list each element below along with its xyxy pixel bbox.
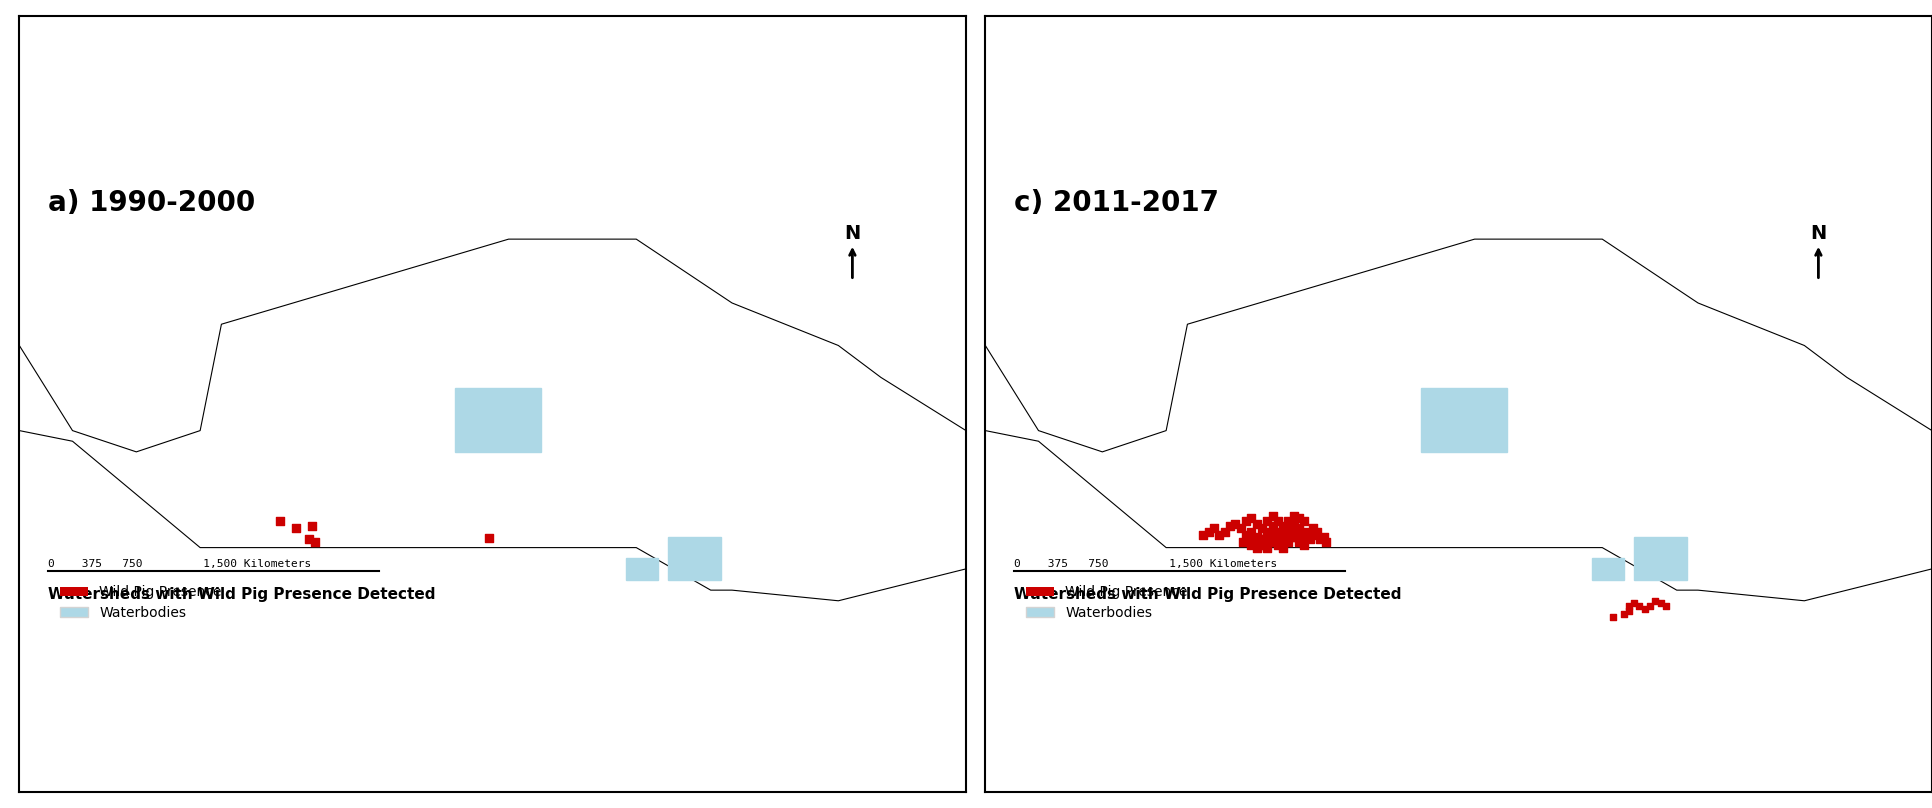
Point [1607,607,1638,620]
Legend: Wild Pig Presence, Waterbodies: Wild Pig Presence, Waterbodies [54,579,228,625]
Text: 0    375   750         1,500 Kilometers: 0 375 750 1,500 Kilometers [48,558,311,569]
Point [265,515,296,528]
Point [1236,525,1267,538]
Point [1219,518,1250,531]
Point [1260,532,1291,545]
Point [473,532,504,545]
Point [1267,541,1298,554]
Point [1310,536,1341,549]
Bar [1592,558,1623,579]
Point [1240,541,1271,554]
Point [1281,531,1312,544]
Point [1246,532,1277,545]
Bar [1634,537,1687,579]
Point [1289,515,1320,528]
Point [1204,528,1235,541]
Point [1273,522,1304,535]
Point [1256,528,1287,541]
Text: Watersheds with Wild Pig Presence Detected: Watersheds with Wild Pig Presence Detect… [48,587,435,602]
Bar [626,558,657,579]
Point [1267,528,1298,541]
Legend: Wild Pig Presence, Waterbodies: Wild Pig Presence, Waterbodies [1020,579,1194,625]
Point [1283,511,1314,524]
Point [1252,525,1283,538]
Point [1300,528,1331,541]
Point [1283,536,1314,549]
Point [1240,518,1271,531]
Point [1258,536,1289,549]
Point [1227,536,1258,549]
Point [1194,525,1225,538]
Point [1279,518,1310,531]
Point [1629,603,1660,616]
Text: a) 1990-2000: a) 1990-2000 [48,189,255,217]
Point [1289,539,1320,552]
Point [1267,520,1298,532]
Point [1246,522,1277,535]
Point [1244,539,1275,552]
Point [1273,536,1304,549]
Point [296,520,327,532]
Point [1252,541,1283,554]
Point [1188,528,1219,541]
Text: N: N [1810,225,1826,243]
Point [1248,532,1279,545]
Point [1619,596,1650,609]
Point [1302,525,1333,538]
Point [1269,531,1300,544]
Text: N: N [844,225,860,243]
Point [1231,515,1262,528]
Point [1304,532,1335,545]
Bar [668,537,721,579]
Point [1246,539,1277,552]
Bar [456,388,541,452]
Point [1646,596,1677,609]
Point [1215,520,1246,532]
Polygon shape [985,239,1932,601]
Text: 0    375   750         1,500 Kilometers: 0 375 750 1,500 Kilometers [1014,558,1277,569]
Point [1634,600,1665,612]
Polygon shape [19,239,966,601]
Point [1262,515,1293,528]
Point [299,536,330,549]
Point [1613,600,1644,612]
Point [1625,600,1656,612]
Point [1240,531,1271,544]
Point [1209,525,1240,538]
Point [1265,536,1296,549]
Point [1235,532,1265,545]
Text: c) 2011-2017: c) 2011-2017 [1014,189,1219,217]
Point [1236,511,1267,524]
Point [1289,525,1320,538]
Point [1273,515,1304,528]
Point [1640,595,1671,608]
Point [1277,525,1308,538]
Point [1598,610,1629,623]
Point [1283,522,1314,535]
Point [1231,528,1262,541]
Point [1613,605,1644,618]
Point [1262,525,1293,538]
Point [1225,522,1256,535]
Text: Watersheds with Wild Pig Presence Detected: Watersheds with Wild Pig Presence Detect… [1014,587,1401,602]
Point [1291,528,1321,541]
Point [280,522,311,535]
Point [1236,539,1267,552]
Point [1258,520,1289,532]
Point [1279,531,1310,544]
Point [1650,600,1681,612]
Point [1294,532,1325,545]
Bar [1422,388,1507,452]
Point [1279,509,1310,522]
Point [1252,515,1283,528]
Point [1258,509,1289,522]
Point [1198,522,1229,535]
Point [1308,531,1339,544]
Point [1238,536,1269,549]
Point [1262,539,1293,552]
Point [294,532,325,545]
Point [1298,522,1329,535]
Point [1287,532,1318,545]
